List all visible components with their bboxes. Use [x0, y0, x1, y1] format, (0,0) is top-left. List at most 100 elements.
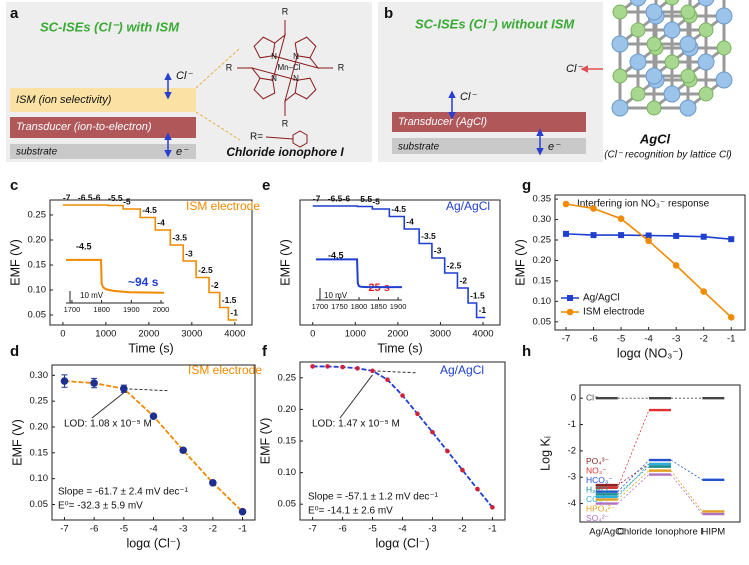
atom-label: N [271, 52, 277, 61]
step-label: -2.5 [447, 260, 462, 270]
y-tick-label: -1 [568, 419, 576, 430]
annotation: ~94 s [128, 275, 159, 289]
legend-label: HPO₄²⁻ [586, 503, 616, 513]
x-axis-label: Time (s) [128, 341, 173, 355]
x-tick-label: 3000 [430, 329, 451, 340]
plot-frame [49, 199, 253, 326]
connector [617, 409, 650, 488]
x-tick-label: 0 [60, 329, 65, 340]
bond [265, 136, 294, 140]
panel-label: d [10, 343, 19, 360]
data-line [66, 258, 165, 294]
chloride-atom [646, 100, 662, 116]
step-label: -4.5 [142, 205, 157, 215]
step-label: -4 [406, 216, 414, 226]
layer-label: substrate [16, 147, 58, 158]
lod-arrow [91, 392, 125, 419]
data-point [460, 467, 465, 473]
callout-line [195, 111, 241, 141]
data-point [355, 366, 360, 371]
silver-atom [629, 53, 647, 71]
data-point [672, 262, 680, 269]
data-point [727, 314, 735, 321]
lod-arrow [339, 374, 373, 419]
x-tick-label: -4 [644, 334, 652, 345]
legend-label: ISM electrode [583, 307, 645, 318]
step-label: -3 [185, 248, 193, 258]
x-axis-label: Time (s) [377, 341, 422, 355]
x-tick-label: 2000 [153, 305, 170, 314]
chloride-atom [646, 36, 662, 52]
silver-atom [715, 7, 733, 25]
x-tick-label: 1700 [312, 302, 329, 311]
data-point [562, 200, 570, 208]
y-tick-label: 0.35 [533, 194, 552, 205]
data-point [430, 429, 435, 435]
legend-label: H₂PO₄⁻ [586, 484, 616, 494]
y-tick-label: 0.05 [30, 499, 49, 510]
silver-atom [663, 85, 681, 103]
layer-label: Transducer (AgCl) [398, 116, 487, 128]
chloride-atom [680, 4, 696, 20]
x-tick-label: -1 [238, 524, 246, 535]
x-tick-label: -7 [308, 524, 316, 535]
step-label: -6 [93, 192, 101, 202]
y-tick-label: 0.30 [533, 214, 552, 225]
benzene-ring [292, 130, 308, 148]
x-tick-label: 1000 [345, 329, 366, 340]
x-tick-label: -3 [672, 334, 680, 345]
annotation: Ag/AgCl [440, 363, 484, 377]
data-point [60, 377, 69, 385]
y-tick-label: 0.20 [28, 235, 47, 246]
annotation: 10 mV [324, 291, 348, 300]
x-tick-label: -5 [368, 524, 376, 535]
x-tick-label: 1700 [64, 305, 81, 314]
crystal-caption: (Cl⁻ recognition by lattice Cl) [604, 150, 732, 161]
connector [617, 470, 650, 500]
y-tick-label: -4 [568, 498, 576, 509]
y-tick-label: 0.15 [30, 447, 49, 458]
annotation: ISM electrode [186, 199, 260, 213]
y-tick-label: 0.25 [28, 210, 47, 221]
annotation: ISM electrode [188, 363, 262, 377]
y-tick-label: 0.10 [30, 473, 49, 484]
plot-frame [299, 199, 501, 326]
chloride-atom [630, 22, 646, 38]
x-tick-label: -3 [179, 524, 187, 535]
y-axis-label: EMF (V) [10, 419, 24, 466]
annotation: -4.5 [76, 241, 92, 251]
layer-label: Transducer (ion-to-electron) [16, 121, 152, 133]
y-axis-label: EMF (V) [8, 239, 22, 286]
pyrrole-ring [294, 77, 317, 100]
step-label: -7 [63, 192, 71, 202]
silver-atom [629, 0, 647, 7]
x-axis-label: logα (Cl⁻) [126, 536, 180, 550]
panel-label: c [10, 177, 18, 194]
connector [670, 470, 703, 512]
pyrrole-ring [294, 36, 317, 59]
silver-atom [645, 67, 663, 85]
crystal-label: AgCl [639, 131, 671, 146]
step-label: -4.5 [391, 204, 406, 214]
step-label: -5.5 [108, 193, 123, 203]
data-line [312, 205, 486, 319]
chloride-atom [698, 86, 714, 102]
connector [670, 474, 703, 515]
plot-frame [554, 194, 746, 331]
ion-label: Cl⁻ [460, 91, 477, 103]
silver-atom [679, 35, 697, 53]
chloride-atom [698, 22, 714, 38]
step-label: -3.5 [421, 231, 436, 241]
chloride-atom [612, 68, 628, 84]
data-point [728, 236, 735, 243]
data-point [700, 288, 707, 295]
y-tick-label: 0.25 [278, 372, 297, 383]
panel-label: e [262, 177, 270, 194]
x-tick-label: Chloride Ionophore I [617, 527, 703, 538]
pyrrole-ring [253, 77, 276, 100]
step-label: -1.5 [470, 290, 485, 300]
silver-atom [715, 71, 733, 89]
y-tick-label: 0.05 [533, 316, 552, 327]
